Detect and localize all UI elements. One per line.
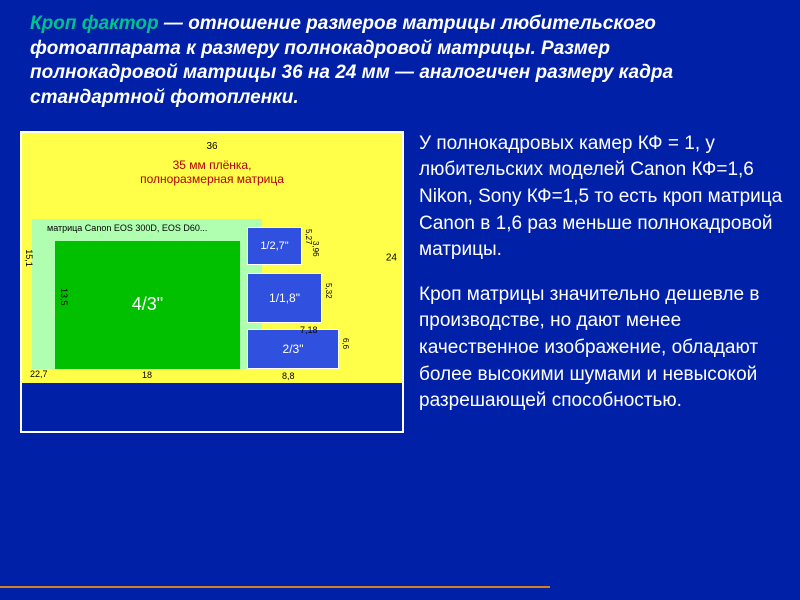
dim-18: 18	[142, 370, 152, 380]
dim-66: 6,6	[341, 338, 350, 349]
four-thirds-label: 4/3"	[132, 294, 163, 315]
canon-label: матрица Canon EOS 300D, EOS D60...	[47, 223, 207, 233]
dim-532: 5,32	[324, 283, 333, 299]
diagram-frame: 36 24 35 мм плёнка, полноразмерная матри…	[20, 131, 404, 433]
dim-88: 8,8	[282, 371, 295, 381]
full-frame-label: 35 мм плёнка, полноразмерная матрица	[22, 158, 402, 186]
dim-135: 13,5	[59, 288, 69, 306]
paragraph-2: Кроп матрицы значительно дешевле в произ…	[419, 282, 790, 415]
header-block: Кроп фактор — отношение размеров матрицы…	[0, 0, 800, 111]
term: Кроп фактор	[30, 13, 159, 34]
body-text: У полнокадровых камер КФ = 1, у любитель…	[419, 131, 790, 433]
dim-718: 7,18	[300, 325, 318, 335]
content-row: 36 24 35 мм плёнка, полноразмерная матри…	[0, 111, 800, 433]
paragraph-1: У полнокадровых камер КФ = 1, у любитель…	[419, 131, 790, 264]
sensor-23: 2/3"	[247, 329, 339, 369]
dim-36: 36	[206, 141, 217, 152]
footer-divider	[0, 586, 550, 588]
dim-24: 24	[386, 252, 397, 263]
dim-396: 3,96	[311, 241, 320, 257]
dim-151: 15,1	[24, 249, 34, 267]
sensor-118: 1/1,8"	[247, 273, 322, 323]
four-thirds-sensor: 4/3"	[55, 241, 240, 369]
dim-227: 22,7	[30, 369, 48, 379]
sensor-size-diagram: 36 24 35 мм плёнка, полноразмерная матри…	[22, 133, 402, 383]
sensor-127: 1/2,7"	[247, 227, 302, 265]
